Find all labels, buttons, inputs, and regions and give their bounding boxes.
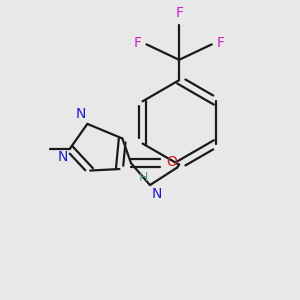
Text: N: N [76, 107, 86, 121]
Text: N: N [58, 150, 68, 164]
Text: F: F [133, 36, 141, 50]
Text: F: F [175, 6, 183, 20]
Text: O: O [167, 155, 178, 169]
Text: N: N [152, 187, 162, 200]
Text: H: H [139, 171, 148, 184]
Text: F: F [217, 36, 225, 50]
